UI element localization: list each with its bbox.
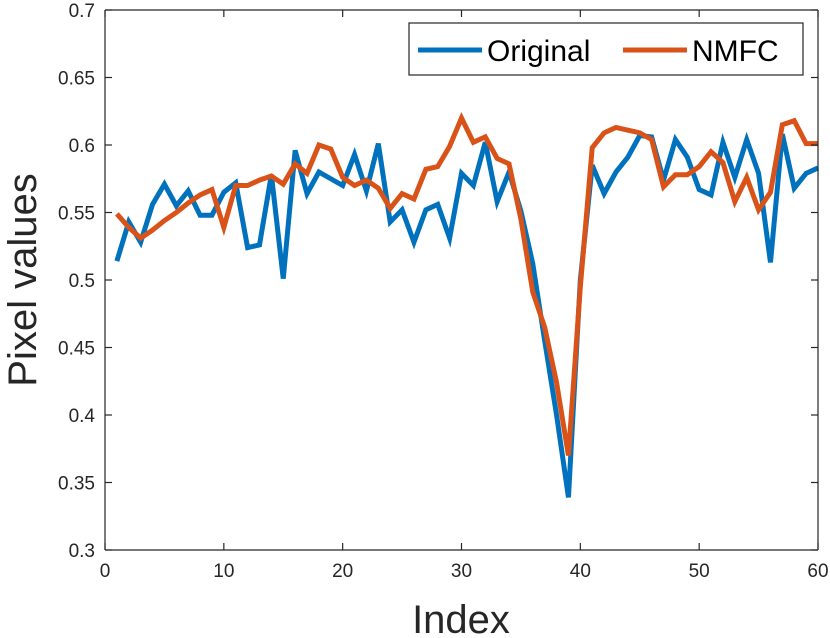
y-tick-label: 0.6: [69, 136, 95, 157]
series-layer: [114, 111, 820, 498]
y-tick-label: 0.55: [58, 204, 95, 225]
y-tick-label: 0.4: [69, 406, 96, 427]
legend-label-nmfc: NMFC: [692, 35, 779, 68]
x-tick-label: 30: [451, 561, 472, 582]
x-tick-label: 10: [213, 561, 234, 582]
y-tick-label: 0.7: [69, 1, 95, 22]
y-tick-label: 0.45: [58, 339, 95, 360]
x-tick-label: 40: [570, 561, 591, 582]
series-line-nmfc: [115, 111, 818, 456]
x-axis-title: Index: [412, 598, 510, 638]
y-tick-label: 0.3: [69, 541, 95, 562]
legend-label-original: Original: [487, 35, 590, 68]
x-tick-label: 60: [807, 561, 828, 582]
legend: Original NMFC: [408, 22, 804, 76]
ticks-layer: 0 10 20 30 40 50 60 0.3 0.35 0.4 0.45 0.5 0.55 0.6 0.6…: [58, 1, 829, 582]
x-tick-label: 20: [332, 561, 353, 582]
y-axis-title: Pixel values: [1, 173, 45, 386]
x-tick-label: 50: [689, 561, 710, 582]
plot-area: [105, 10, 818, 550]
y-tick-label: 0.35: [58, 474, 95, 495]
x-tick-label: 0: [100, 561, 111, 582]
y-tick-label: 0.65: [58, 69, 95, 90]
y-tick-label: 0.5: [69, 271, 95, 292]
